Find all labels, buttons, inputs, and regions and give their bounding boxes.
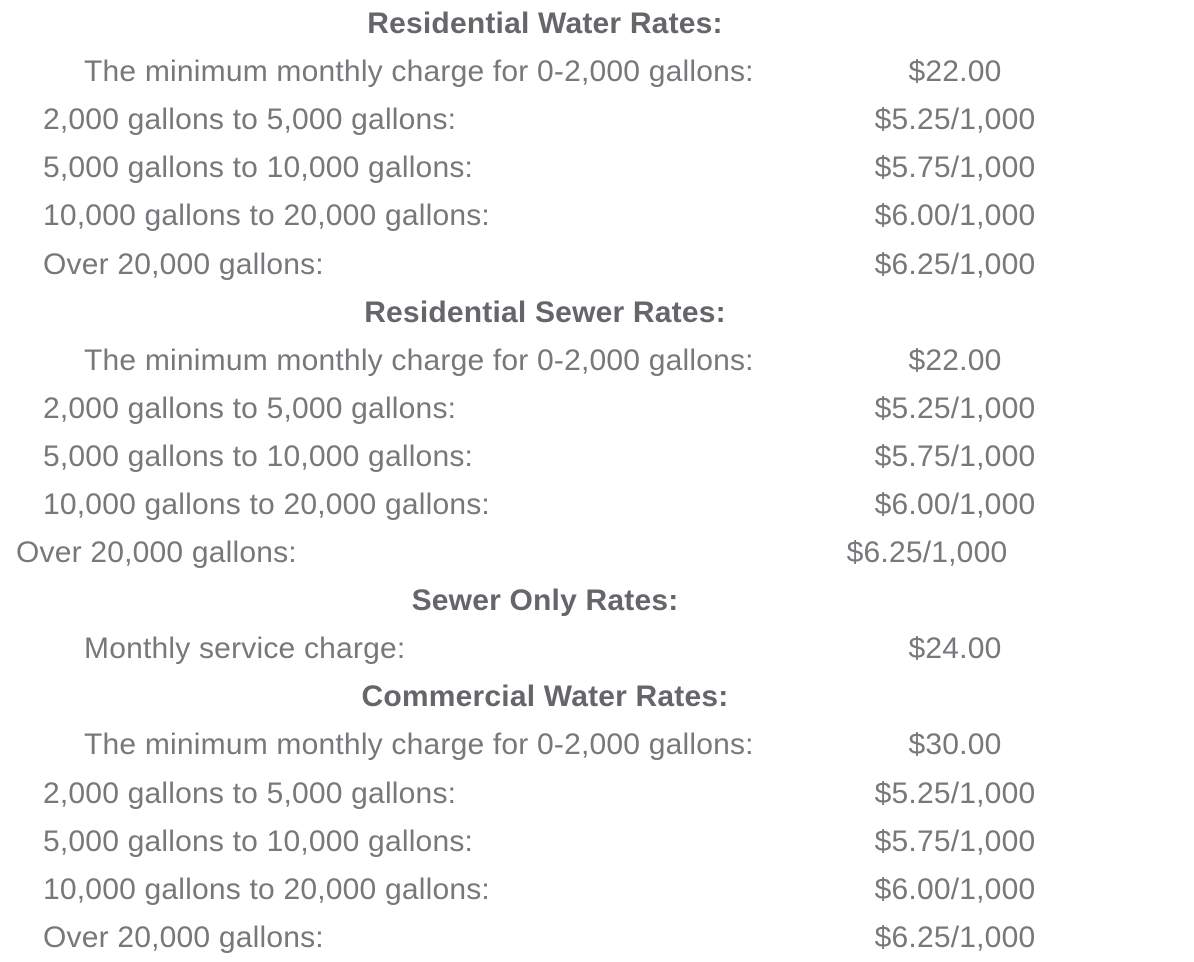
rate-row: The minimum monthly charge for 0-2,000 g… (0, 48, 1194, 96)
rate-row: 5,000 gallons to 10,000 gallons: $5.75/1… (0, 433, 1194, 481)
rate-value: $5.25/1,000 (874, 776, 1036, 810)
rate-value: $5.75/1,000 (874, 824, 1036, 858)
rate-value: $6.25/1,000 (846, 536, 1008, 570)
rate-label: 5,000 gallons to 10,000 gallons: (43, 151, 474, 185)
rate-value: $5.25/1,000 (874, 391, 1036, 425)
rate-label: 5,000 gallons to 10,000 gallons: (43, 439, 474, 473)
rate-value: $24.00 (908, 632, 1002, 666)
rate-label: 2,000 gallons to 5,000 gallons: (43, 776, 457, 810)
rate-label: The minimum monthly charge for 0-2,000 g… (84, 343, 754, 377)
rate-row: 5,000 gallons to 10,000 gallons: $5.75/1… (0, 818, 1194, 866)
rate-row: 2,000 gallons to 5,000 gallons: $5.25/1,… (0, 385, 1194, 433)
section-heading-commercial-water: Commercial Water Rates: (361, 680, 729, 714)
rate-row: 10,000 gallons to 20,000 gallons: $6.00/… (0, 866, 1194, 914)
rate-label: 10,000 gallons to 20,000 gallons: (43, 487, 490, 521)
rate-label: The minimum monthly charge for 0-2,000 g… (84, 728, 754, 762)
rate-value: $5.75/1,000 (874, 439, 1036, 473)
rate-value: $30.00 (908, 728, 1002, 762)
rate-label: Over 20,000 gallons: (43, 247, 324, 281)
rate-label: 10,000 gallons to 20,000 gallons: (43, 872, 490, 906)
rate-label: 5,000 gallons to 10,000 gallons: (43, 824, 474, 858)
rate-value: $5.25/1,000 (874, 103, 1036, 137)
rate-value: $5.75/1,000 (874, 151, 1036, 185)
rate-row: The minimum monthly charge for 0-2,000 g… (0, 337, 1194, 385)
rate-row: Over 20,000 gallons: $6.25/1,000 (0, 529, 1194, 577)
section-heading-residential-water: Residential Water Rates: (367, 7, 723, 41)
rate-value: $6.25/1,000 (874, 247, 1036, 281)
section-heading-sewer-only: Sewer Only Rates: (411, 584, 679, 618)
rate-row: 5,000 gallons to 10,000 gallons: $5.75/1… (0, 144, 1194, 192)
rate-label: 10,000 gallons to 20,000 gallons: (43, 199, 490, 233)
rate-label: Over 20,000 gallons: (16, 536, 297, 570)
rate-label: Over 20,000 gallons: (43, 920, 324, 954)
section-heading-residential-sewer: Residential Sewer Rates: (364, 295, 726, 329)
rate-value: $6.25/1,000 (874, 920, 1036, 954)
rate-row: Over 20,000 gallons: $6.25/1,000 (0, 240, 1194, 288)
rate-value: $6.00/1,000 (874, 487, 1036, 521)
rate-row: 10,000 gallons to 20,000 gallons: $6.00/… (0, 192, 1194, 240)
rate-row: 2,000 gallons to 5,000 gallons: $5.25/1,… (0, 96, 1194, 144)
rate-label: 2,000 gallons to 5,000 gallons: (43, 103, 457, 137)
rate-value: $22.00 (908, 343, 1002, 377)
rate-row: Over 20,000 gallons: $6.25/1,000 (0, 914, 1194, 962)
rate-label: The minimum monthly charge for 0-2,000 g… (84, 55, 754, 89)
rate-label: 2,000 gallons to 5,000 gallons: (43, 391, 457, 425)
rate-row: 10,000 gallons to 20,000 gallons: $6.00/… (0, 481, 1194, 529)
rate-value: $6.00/1,000 (874, 199, 1036, 233)
rate-row: 2,000 gallons to 5,000 gallons: $5.25/1,… (0, 770, 1194, 818)
rate-value: $22.00 (908, 55, 1002, 89)
rate-label: Monthly service charge: (84, 632, 406, 666)
rate-row: Monthly service charge: $24.00 (0, 625, 1194, 673)
rate-row: The minimum monthly charge for 0-2,000 g… (0, 721, 1194, 769)
rate-value: $6.00/1,000 (874, 872, 1036, 906)
